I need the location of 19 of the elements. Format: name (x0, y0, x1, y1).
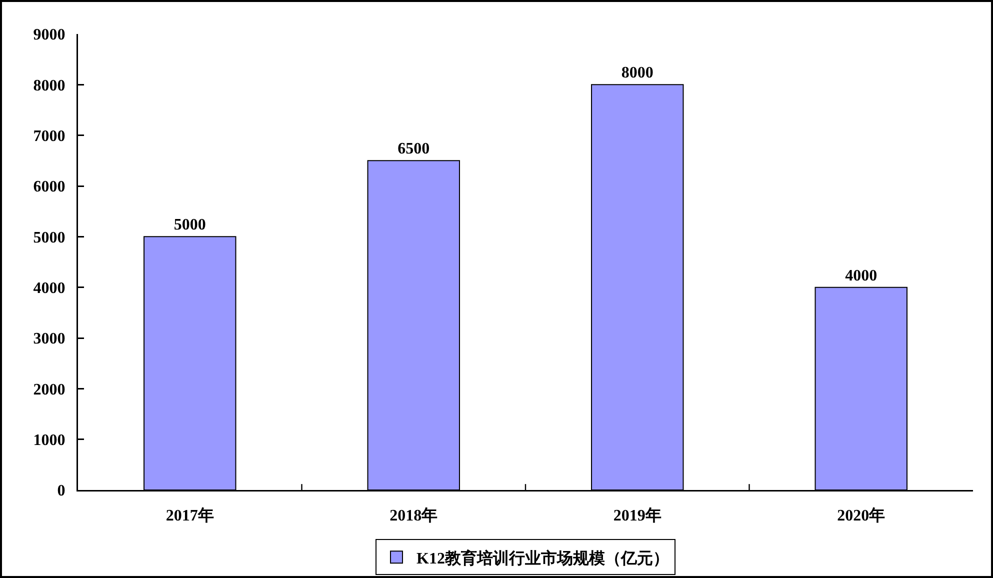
legend-label: K12教育培训行业市场规模（亿元） (416, 548, 669, 568)
data-label: 5000 (174, 216, 206, 234)
y-tick-label: 4000 (33, 280, 66, 297)
y-tick-label: 7000 (33, 128, 66, 145)
y-tick-label: 8000 (33, 77, 66, 94)
y-tick-label: 9000 (33, 26, 66, 44)
y-tick-label: 2000 (33, 381, 66, 398)
data-label: 8000 (621, 64, 654, 82)
x-tick-label: 2017年 (166, 506, 214, 525)
data-label: 6500 (398, 140, 430, 158)
x-tick-label: 2018年 (390, 506, 438, 525)
y-tick-label: 5000 (33, 229, 66, 246)
y-tick-label: 1000 (33, 432, 66, 449)
y-tick-label: 6000 (33, 178, 66, 196)
y-tick-label: 0 (57, 482, 66, 500)
x-tick-label: 2019年 (613, 506, 662, 525)
x-tick-label: 2020年 (837, 506, 886, 525)
data-label: 4000 (845, 267, 878, 284)
y-tick-label: 3000 (33, 330, 66, 348)
